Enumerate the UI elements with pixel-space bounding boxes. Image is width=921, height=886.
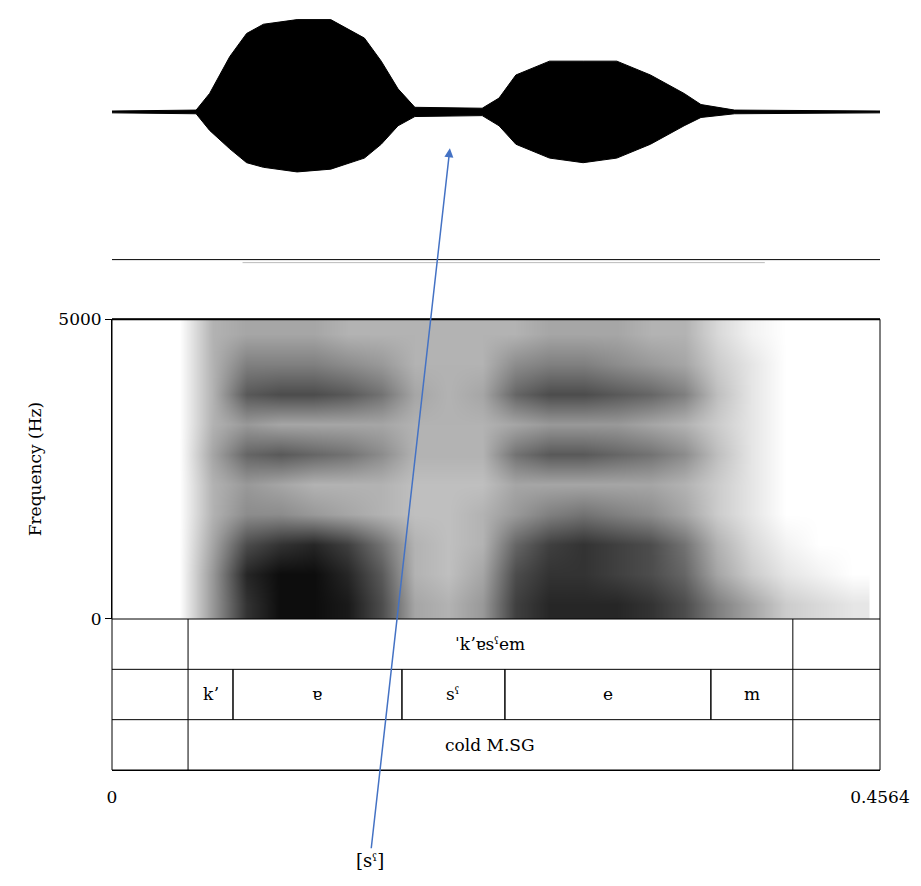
svg-text:[sˤ]: [sˤ] [356, 850, 384, 871]
svg-text:kʼ: kʼ [203, 684, 219, 704]
svg-text:m: m [744, 684, 760, 704]
svg-text:sˤ: sˤ [446, 684, 460, 704]
svg-text:e: e [603, 684, 613, 704]
svg-text:0: 0 [91, 609, 102, 629]
svg-text:Frequency (Hz): Frequency (Hz) [25, 402, 45, 536]
svg-text:ˈkʼɐsˤem: ˈkʼɐsˤem [455, 634, 525, 654]
svg-text:0.4564: 0.4564 [850, 787, 909, 807]
svg-text:cold M.SG: cold M.SG [445, 735, 535, 755]
svg-text:ɐ: ɐ [312, 684, 322, 704]
svg-text:0: 0 [107, 787, 118, 807]
svg-text:5000: 5000 [58, 309, 101, 329]
